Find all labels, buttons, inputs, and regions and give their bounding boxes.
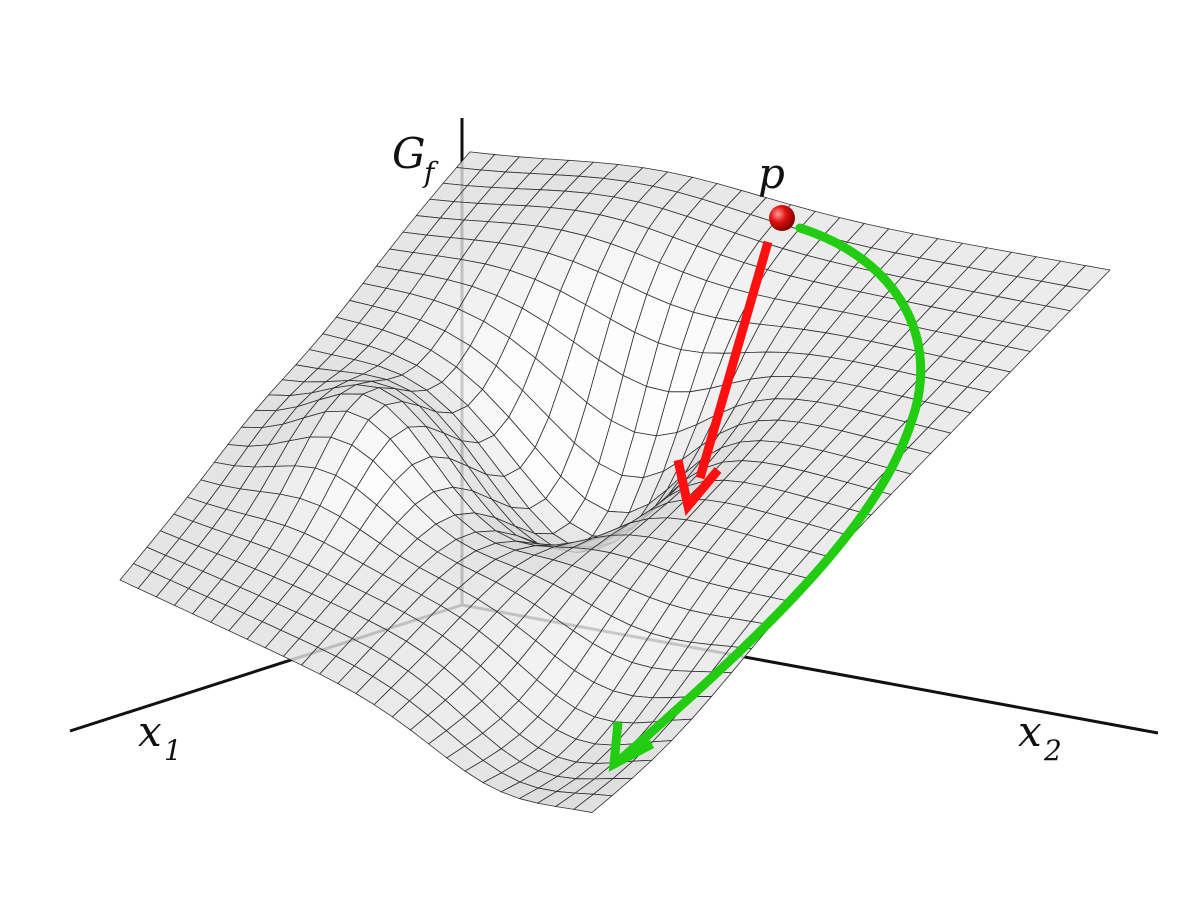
gradient-arrow: [695, 240, 773, 480]
mesh-cell: [572, 793, 613, 814]
surface-mesh: [119, 151, 1111, 814]
axis-subscript: 2: [1043, 734, 1062, 767]
path-arrow: [617, 223, 926, 763]
axis-symbol: x: [138, 707, 162, 756]
point-label: p: [758, 149, 785, 198]
gradient-arrow-head: [673, 459, 722, 516]
arrows: [608, 205, 926, 772]
axis-symbol: x: [1018, 707, 1042, 756]
axis-subscript: f: [422, 156, 439, 189]
axis-subscript: 1: [164, 734, 182, 767]
path-arrow-head: [608, 721, 655, 772]
point-p: [769, 205, 795, 231]
axis-symbol: G: [392, 129, 426, 178]
